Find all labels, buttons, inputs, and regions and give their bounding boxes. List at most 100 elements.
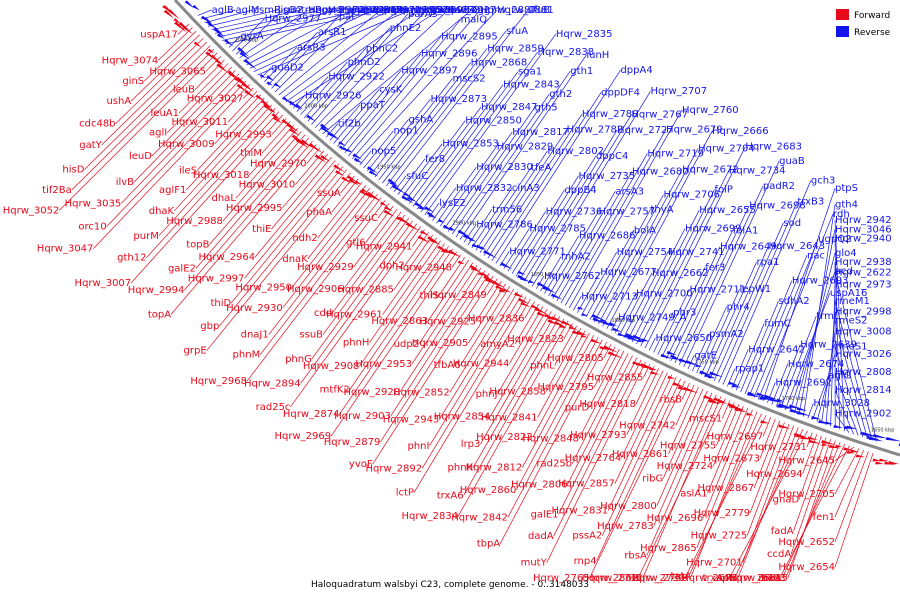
connector-line bbox=[577, 271, 601, 313]
connector-line bbox=[420, 52, 538, 213]
connector-line bbox=[511, 189, 565, 274]
reverse-feature bbox=[407, 196, 417, 203]
reverse-feature bbox=[479, 246, 487, 250]
gene-label: tfbA6 bbox=[434, 360, 461, 371]
connector-line bbox=[653, 392, 713, 527]
gene-label: Hqrw_2971 bbox=[365, 5, 422, 16]
connector-line bbox=[463, 318, 565, 496]
connector-line bbox=[578, 350, 625, 439]
gene-label: Hqrw_2849 bbox=[430, 290, 487, 301]
forward-feature bbox=[214, 59, 224, 66]
gene-label: phr3 bbox=[673, 307, 696, 318]
connector-line bbox=[490, 311, 552, 417]
gene-label: ligB2 bbox=[278, 5, 303, 16]
gene-label: gyrA bbox=[240, 31, 263, 42]
reverse-feature bbox=[469, 237, 476, 242]
gene-label: Hqrw_2782 bbox=[567, 125, 624, 136]
forward-feature bbox=[182, 25, 193, 35]
feature-arrows bbox=[162, 0, 900, 465]
forward-feature bbox=[236, 83, 248, 93]
gene-label: Hqrw_2757 bbox=[598, 206, 655, 217]
connector-line bbox=[440, 146, 497, 227]
gene-label: Hqrw_2835 bbox=[556, 29, 613, 40]
gene-label: Hqrw_2934 bbox=[419, 5, 476, 16]
connector-line bbox=[834, 238, 841, 430]
gene-label: Hqrw_2673 bbox=[703, 453, 760, 464]
gene-label: Hqrw_3035 bbox=[65, 198, 122, 209]
reverse-feature bbox=[352, 153, 363, 160]
gene-label: Hqrw_2780 bbox=[582, 109, 639, 120]
gene-label: psmA2 bbox=[709, 329, 744, 340]
connector-line bbox=[718, 201, 798, 383]
gene-label: Hqrw_2841 bbox=[481, 413, 538, 424]
connector-line bbox=[130, 114, 283, 284]
connector-line bbox=[365, 206, 394, 243]
forward-feature bbox=[683, 386, 699, 394]
connector-line bbox=[209, 134, 306, 245]
reverse-feature bbox=[709, 371, 724, 378]
gene-label: Hqrw_2703 bbox=[729, 573, 786, 584]
reverse-feature bbox=[627, 335, 642, 343]
gene-label: nop5 bbox=[371, 146, 396, 157]
gene-label: gth1 bbox=[570, 66, 593, 77]
connector-line bbox=[282, 153, 328, 209]
connector-line bbox=[166, 66, 232, 133]
forward-feature bbox=[334, 170, 344, 176]
gene-label: ilvB bbox=[116, 177, 134, 188]
gene-label: tbpA bbox=[477, 539, 501, 550]
gene-label: Hqrw_2697 bbox=[707, 431, 764, 442]
gene-label: Hqrw_2806 bbox=[511, 479, 568, 490]
reverse-feature bbox=[273, 82, 282, 88]
connector-line bbox=[707, 405, 744, 494]
reverse-feature bbox=[699, 370, 713, 376]
connector-line bbox=[687, 413, 762, 579]
forward-feature bbox=[287, 124, 299, 133]
reverse-feature bbox=[608, 321, 618, 326]
gene-label: ileS bbox=[179, 165, 197, 176]
gene-label: acd bbox=[835, 266, 853, 277]
gene-label: Hqrw_2897 bbox=[401, 65, 458, 76]
gene-label: Hqrw_2823 bbox=[507, 334, 564, 345]
gene-label: rmeS2 bbox=[835, 315, 868, 326]
connector-line bbox=[372, 275, 494, 465]
connector-line bbox=[598, 169, 683, 325]
reverse-feature bbox=[685, 360, 699, 366]
forward-feature bbox=[649, 367, 658, 371]
gene-label: sod bbox=[783, 218, 801, 229]
gene-label: Hqrw_2894 bbox=[244, 378, 301, 389]
connector-line bbox=[816, 353, 836, 422]
gene-label: Hqrw_2929 bbox=[297, 262, 354, 273]
gene-label: gch3 bbox=[811, 176, 836, 187]
connector-line bbox=[503, 228, 530, 269]
gene-label: apa bbox=[716, 573, 735, 584]
gene-label: aglG bbox=[828, 371, 851, 382]
gene-label: Hqrw_3065 bbox=[149, 66, 206, 77]
gene-label: topB bbox=[186, 240, 209, 251]
gene-label: Hqrw_2874 bbox=[283, 409, 340, 420]
connector-line bbox=[690, 411, 758, 577]
gene-label: Hqrw_2905 bbox=[412, 338, 469, 349]
connector-line bbox=[545, 328, 582, 392]
connector-line bbox=[834, 452, 874, 568]
connector-line bbox=[405, 120, 466, 201]
gene-label: sfuC bbox=[406, 171, 428, 182]
connector-line bbox=[798, 435, 822, 500]
gene-label: Hqrw_3074 bbox=[102, 55, 159, 66]
gene-label: arsR3 bbox=[297, 42, 326, 53]
gene-label: ssuB bbox=[299, 329, 323, 340]
gene-label: phnI bbox=[408, 441, 430, 452]
gene-label: Hqrw_2953 bbox=[355, 359, 412, 370]
connector-line bbox=[620, 370, 664, 459]
connector-line bbox=[232, 18, 265, 52]
gene-label: Hqrw_2843 bbox=[503, 80, 560, 91]
gene-label: Hqrw_2944 bbox=[453, 359, 510, 370]
gene-label: Hqrw_2741 bbox=[668, 247, 725, 258]
gene-label: rmeM1 bbox=[835, 296, 870, 307]
gene-label: Hqrw_3052 bbox=[3, 205, 60, 216]
connector-line bbox=[556, 171, 633, 301]
gene-label: Hqrw_3010 bbox=[239, 180, 296, 191]
gene-label: Hqrw_2998 bbox=[835, 307, 892, 318]
forward-feature bbox=[346, 175, 358, 183]
gene-label: Hqrw_2903 bbox=[334, 411, 391, 422]
